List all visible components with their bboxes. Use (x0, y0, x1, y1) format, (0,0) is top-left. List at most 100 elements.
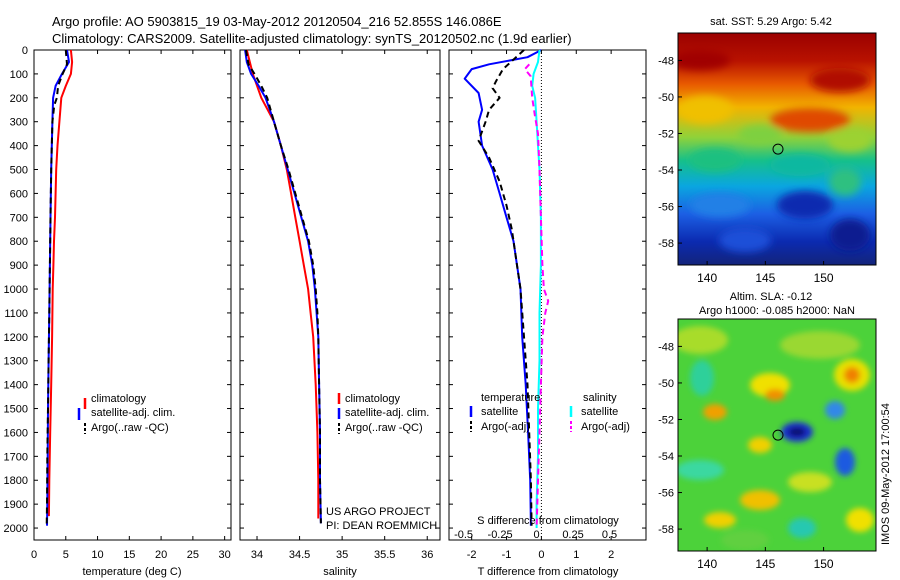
sla-map-subtitle: Argo h1000: -0.085 h2000: NaN (699, 305, 855, 317)
x-tick-label: -2 (467, 549, 477, 561)
sst-map: sat. SST: 5.29 Argo: 5.42 (658, 16, 877, 285)
x-tick-label: 10 (91, 549, 103, 561)
x2-tick-label: 0 (533, 529, 539, 541)
lon-tick-label: 140 (697, 557, 717, 571)
lat-tick-label: -48 (658, 55, 674, 67)
legend-label-sal-satellite: satellite (581, 406, 618, 418)
sla-map-title: Altim. SLA: -0.12 (730, 291, 813, 303)
series-line-0 (47, 49, 74, 517)
depth-tick-label: 800 (10, 236, 28, 248)
depth-tick-label: 100 (10, 69, 28, 81)
series-line-1 (244, 49, 322, 524)
x2-tick-label: 0.5 (602, 529, 617, 541)
x-tick-label: 34 (251, 549, 263, 561)
x-tick-label: 36 (421, 549, 433, 561)
legend-label-temp-argo: Argo(-adj) (481, 421, 530, 433)
sst-map-title: sat. SST: 5.29 Argo: 5.42 (710, 16, 832, 28)
sla-field (678, 319, 876, 551)
lat-tick-label: -54 (658, 165, 674, 177)
lon-tick-label: 145 (755, 557, 775, 571)
sst-texture (678, 50, 872, 252)
depth-tick-label: 1900 (4, 499, 28, 511)
float-position-marker (772, 429, 784, 441)
depth-tick-label: 300 (10, 117, 28, 129)
series-line-0 (245, 49, 320, 519)
x2-tick-label: 0.25 (562, 529, 583, 541)
series-line-0 (463, 49, 542, 526)
lat-tick-label: -58 (658, 524, 674, 536)
x-tick-label: 2 (608, 549, 614, 561)
lon-tick-label: 140 (697, 271, 717, 285)
temperature-panel: 0 5 10 15 20 25 30 0 100 200 300 400 500 600 700 800 90… (4, 45, 232, 578)
lat-tick-label: -50 (658, 378, 674, 390)
depth-tick-label: 200 (10, 93, 28, 105)
series-line-3 (523, 63, 550, 529)
sla-texture (678, 326, 874, 550)
lon-tick-label: 145 (755, 271, 775, 285)
salinity-difference-label: S difference from climatology (477, 515, 619, 527)
lat-tick-label: -50 (658, 92, 674, 104)
depth-tick-label: 500 (10, 165, 28, 177)
imos-timestamp: IMOS 09-May-2012 17:00:54 (880, 403, 892, 545)
series-line-1 (477, 49, 533, 526)
x-tick-label: 35 (336, 549, 348, 561)
lat-tick-label: -56 (658, 202, 674, 214)
lon-tick-label: 150 (814, 557, 834, 571)
lat-tick-label: -54 (658, 451, 674, 463)
depth-tick-label: 400 (10, 141, 28, 153)
legend-title-salinity: salinity (583, 392, 617, 404)
float-position-marker (772, 143, 784, 155)
sst-map-frame (677, 32, 877, 266)
x2-tick-label: -0.25 (488, 529, 513, 541)
temperature-axes-box (33, 49, 232, 541)
salinity-xlabel: salinity (323, 566, 357, 578)
legend-label-argo: Argo(..raw -QC) (345, 422, 423, 434)
header-line-2: Climatology: CARS2009. Satellite-adjuste… (52, 31, 572, 46)
lat-tick-label: -52 (658, 414, 674, 426)
sla-map: Altim. SLA: -0.12 Argo h1000: -0.085 h20… (658, 291, 877, 571)
lat-tick-label: -48 (658, 341, 674, 353)
lat-tick-label: -58 (658, 238, 674, 250)
depth-tick-label: 1100 (4, 308, 28, 320)
legend-label-temp-satellite: satellite (481, 406, 518, 418)
x-tick-label: 15 (123, 549, 135, 561)
header-line-1: Argo profile: AO 5903815_19 03-May-2012 … (52, 14, 502, 29)
depth-tick-label: 1200 (4, 332, 28, 344)
legend-label-climatology: climatology (91, 393, 147, 405)
depth-tick-label: 1600 (4, 427, 28, 439)
depth-tick-label: 1800 (4, 475, 28, 487)
legend-label-satellite: satellite-adj. clim. (91, 407, 175, 419)
salinity-axes-box (239, 49, 441, 541)
lat-tick-label: -56 (658, 488, 674, 500)
lat-tick-label: -52 (658, 128, 674, 140)
legend-label-climatology: climatology (345, 393, 401, 405)
x-tick-label: 5 (63, 549, 69, 561)
legend-label-satellite: satellite-adj. clim. (345, 407, 429, 419)
depth-tick-label: 1500 (4, 404, 28, 416)
x-tick-label: 20 (155, 549, 167, 561)
depth-tick-label: 1000 (4, 284, 28, 296)
x-tick-label: -1 (502, 549, 512, 561)
temperature-legend: climatology satellite-adj. clim. Argo(..… (77, 393, 175, 434)
difference-panel: -2 -1 0 1 2 -0.5 -0.25 0 0.25 0.5 S difference f… (448, 49, 647, 578)
depth-tick-label: 600 (10, 188, 28, 200)
x2-tick-label: -0.5 (454, 529, 473, 541)
salinity-panel: 34 34.5 35 35.5 36 salinity climatology sate… (239, 49, 441, 578)
legend-label-sal-argo: Argo(-adj) (581, 421, 630, 433)
depth-tick-label: 1400 (4, 380, 28, 392)
legend-label-argo: Argo(..raw -QC) (91, 422, 169, 434)
depth-tick-label: 1300 (4, 356, 28, 368)
x-tick-label: 35.5 (374, 549, 395, 561)
series-line-2 (45, 49, 68, 526)
depth-tick-label: 0 (22, 45, 28, 57)
depth-tick-label: 700 (10, 212, 28, 224)
project-annotation: US ARGO PROJECT (326, 506, 431, 518)
x-tick-label: 30 (219, 549, 231, 561)
temperature-xlabel: temperature (deg C) (82, 566, 181, 578)
x-tick-label: 25 (187, 549, 199, 561)
salinity-legend: climatology satellite-adj. clim. Argo(..… (337, 393, 429, 434)
pi-annotation: PI: DEAN ROEMMICH (326, 520, 437, 532)
depth-tick-label: 2000 (4, 523, 28, 535)
sla-map-frame (677, 318, 877, 552)
